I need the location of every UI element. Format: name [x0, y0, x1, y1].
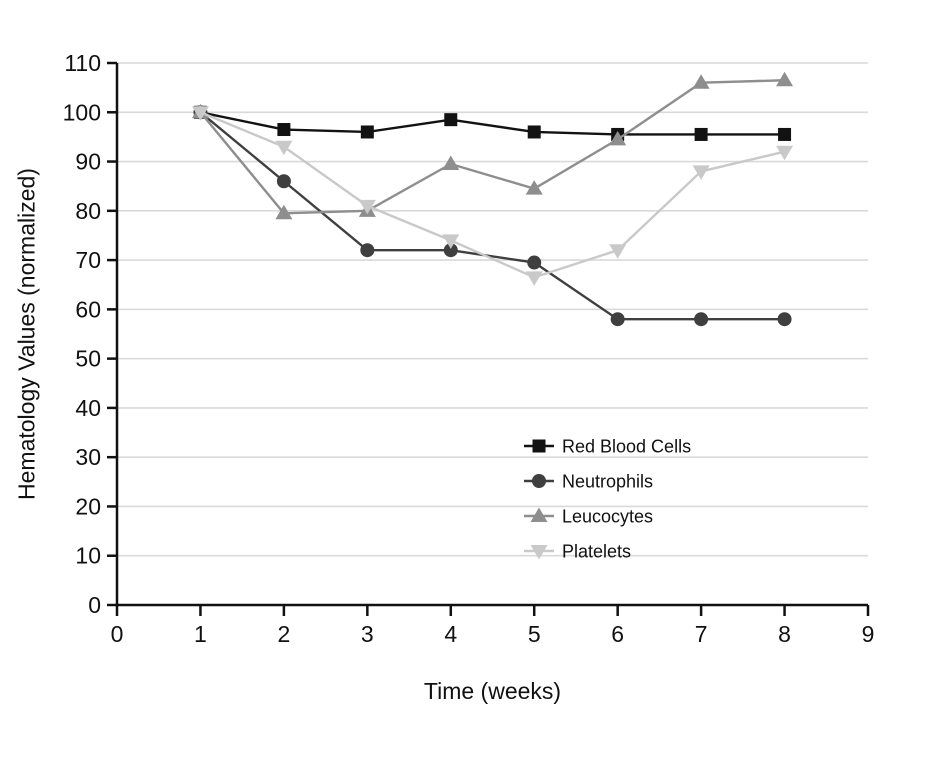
- y-tick-label: 60: [75, 296, 101, 322]
- y-axis-title: Hematology Values (normalized): [13, 168, 40, 500]
- x-tick-label: 1: [194, 621, 207, 647]
- series-line: [199, 79, 785, 215]
- tick-marks-and-labels: 0 10 20 30 40 50 60 70 80 90 100 110 0 1 2 3 4 5 6 7 8 9: [63, 50, 875, 647]
- x-tick-label: 0: [111, 621, 124, 647]
- marker-triangle-down: [442, 234, 460, 249]
- marker-triangle-up: [275, 204, 293, 220]
- marker-circle: [610, 312, 625, 327]
- legend-item-leucocytes: Leucocytes: [524, 507, 653, 527]
- y-tick-label: 30: [75, 444, 101, 470]
- marker-square: [360, 125, 374, 139]
- series-line: [199, 111, 785, 321]
- marker-square: [527, 125, 541, 139]
- marker-triangle-up: [609, 130, 627, 146]
- x-tick-label: 4: [444, 621, 457, 647]
- legend-item-red-blood-cells: Red Blood Cells: [524, 437, 691, 457]
- marker-triangle-up: [442, 155, 460, 171]
- marker-triangle-down: [358, 199, 376, 215]
- marker-triangle-down: [692, 165, 710, 180]
- y-tick-label: 40: [75, 395, 101, 421]
- marker-triangle-up: [692, 74, 710, 89]
- series-platelets: [191, 106, 794, 286]
- marker-triangle-down: [275, 140, 293, 156]
- axes: [115, 63, 868, 607]
- legend-label: Platelets: [562, 542, 631, 562]
- marker-triangle-down: [609, 244, 627, 259]
- y-tick-label: 80: [75, 198, 101, 224]
- x-tick-label: 2: [277, 621, 290, 647]
- marker-triangle-down: [191, 106, 209, 121]
- marker-circle: [532, 474, 546, 488]
- marker-circle: [694, 312, 709, 327]
- x-axis-title: Time (weeks): [423, 678, 562, 704]
- series-line: [200, 111, 785, 136]
- marker-circle: [777, 312, 792, 327]
- marker-square: [277, 123, 291, 137]
- marker-square: [532, 439, 546, 453]
- y-tick-label: 20: [75, 493, 101, 519]
- y-tick-label: 100: [63, 99, 101, 125]
- x-tick-label: 9: [862, 621, 875, 647]
- x-tick-label: 6: [611, 621, 624, 647]
- legend-label: Red Blood Cells: [562, 437, 691, 457]
- x-tick-label: 8: [778, 621, 791, 647]
- marker-square: [778, 127, 792, 141]
- marker-triangle-up: [776, 71, 794, 87]
- series-leucocytes: [191, 71, 794, 220]
- legend-label: Leucocytes: [562, 507, 653, 527]
- y-tick-label: 110: [64, 50, 101, 76]
- y-tick-label: 50: [75, 346, 101, 372]
- marker-triangle-up: [525, 180, 543, 195]
- x-tick-label: 5: [528, 621, 541, 647]
- marker-triangle-down: [525, 271, 543, 286]
- legend-label: Neutrophils: [562, 472, 653, 492]
- gridlines: [117, 62, 868, 557]
- x-tick-label: 3: [361, 621, 374, 647]
- marker-circle: [276, 174, 291, 189]
- y-tick-label: 90: [75, 149, 101, 175]
- legend-item-platelets: Platelets: [524, 542, 631, 562]
- marker-circle: [443, 243, 458, 258]
- marker-triangle-up: [530, 507, 548, 522]
- series-red-blood-cells: [193, 105, 792, 141]
- marker-square: [694, 127, 708, 141]
- series-line: [199, 111, 785, 279]
- y-tick-label: 10: [75, 543, 101, 569]
- marker-triangle-down: [530, 545, 548, 560]
- marker-triangle-down: [776, 145, 794, 161]
- y-tick-label: 70: [75, 247, 101, 273]
- x-tick-label: 7: [695, 621, 708, 647]
- marker-circle: [527, 255, 542, 270]
- legend-item-neutrophils: Neutrophils: [524, 472, 653, 492]
- y-tick-label: 0: [88, 592, 101, 618]
- legend: Red Blood Cells Neutrophils Leucocytes Plat…: [524, 437, 691, 562]
- marker-circle: [360, 243, 375, 258]
- marker-square: [444, 113, 458, 127]
